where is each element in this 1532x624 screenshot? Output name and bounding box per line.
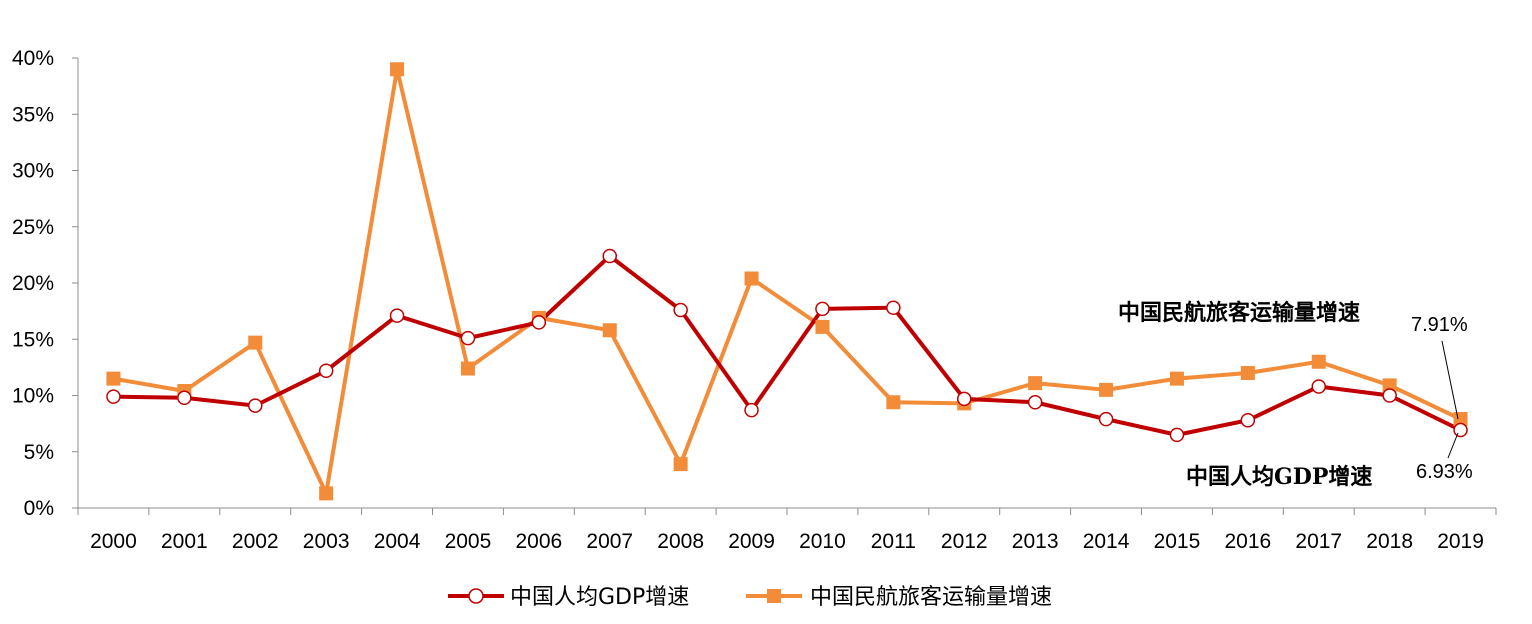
legend-air-passenger-marker	[767, 589, 781, 603]
x-tick-label: 2006	[515, 530, 562, 553]
y-tick-label: 10%	[12, 385, 54, 408]
annotation-2019-gdp-value: 6.93%	[1416, 461, 1473, 483]
air-passenger-point-2011	[886, 395, 901, 410]
gdp-series-line	[113, 254, 1462, 437]
air-passenger-point-2013	[1028, 376, 1043, 391]
x-tick-label: 2000	[90, 530, 137, 553]
y-tick-label: 30%	[12, 160, 54, 183]
gdp-point-2007	[602, 248, 617, 264]
y-tick-label: 35%	[12, 103, 54, 126]
annotation-gdp-label: 中国人均GDP增速	[1186, 464, 1372, 490]
gdp-point-2009	[744, 402, 759, 418]
x-tick-label: 2014	[1083, 530, 1130, 553]
x-tick-label: 2019	[1437, 530, 1484, 553]
x-tick-label: 2003	[303, 530, 350, 553]
air-passenger-point-2007	[602, 323, 617, 338]
gdp-point-2008	[673, 302, 688, 318]
gdp-point-2003	[318, 363, 334, 378]
x-tick-label: 2017	[1295, 530, 1342, 553]
air-passenger-point-2002	[248, 335, 263, 350]
air-passenger-point-2010	[815, 319, 830, 334]
x-tick-label: 2008	[657, 530, 704, 553]
y-axis-ticks: 0% 5% 10% 15% 20% 25% 30% 35% 40%	[12, 47, 78, 520]
x-tick-label: 2007	[586, 530, 633, 553]
y-tick-label: 0%	[24, 497, 54, 520]
legend-item-gdp: 中国人均GDP增速	[448, 585, 689, 610]
gdp-point-2004	[389, 308, 405, 323]
x-tick-label: 2005	[445, 530, 492, 553]
y-tick-label: 25%	[12, 216, 54, 239]
x-tick-label: 2016	[1224, 530, 1271, 553]
y-tick-label: 15%	[12, 328, 54, 351]
gdp-point-2000	[106, 389, 121, 404]
x-tick-label: 2015	[1154, 530, 1201, 553]
x-tick-label: 2013	[1012, 530, 1059, 553]
gdp-point-2010	[815, 301, 830, 317]
air-passenger-point-2009	[744, 271, 759, 286]
x-tick-label: 2009	[728, 530, 775, 553]
gdp-point-2015	[1169, 427, 1185, 443]
series-lines	[113, 67, 1462, 496]
y-tick-label: 40%	[12, 47, 54, 70]
x-tick-label: 2001	[161, 530, 208, 553]
x-tick-label: 2002	[232, 530, 279, 553]
y-tick-label: 20%	[12, 272, 54, 295]
y-tick-label: 5%	[24, 441, 54, 464]
axes	[77, 58, 1496, 509]
gdp-point-2012	[957, 391, 972, 407]
annotation-2019-air-passenger-value: 7.91%	[1411, 314, 1468, 336]
gdp-point-2013	[1027, 395, 1043, 410]
gdp-point-2016	[1240, 413, 1256, 428]
gdp-point-2019	[1453, 422, 1468, 438]
air-passenger-point-2008	[673, 457, 688, 472]
x-axis-ticks: 2000 2001 2002 2003 2004 2005 2006 2007 2008 2009…	[77, 508, 1497, 553]
annotation-air-passenger-label: 中国民航旅客运输量增速	[1118, 300, 1360, 326]
gdp-point-2006	[531, 315, 547, 330]
gdp-point-2005	[460, 330, 476, 346]
gdp-point-2002	[248, 398, 263, 413]
air-passenger-point-2014	[1099, 382, 1114, 397]
gdp-point-2001	[177, 390, 192, 405]
annotation-leader-line-top	[1441, 340, 1459, 420]
legend: 中国人均GDP增速 中国民航旅客运输量增速	[448, 585, 1052, 610]
legend-item-air-passenger: 中国民航旅客运输量增速	[746, 585, 1052, 610]
x-tick-label: 2004	[374, 530, 421, 553]
gdp-point-2017	[1311, 379, 1326, 394]
air-passenger-point-2015	[1169, 371, 1184, 386]
air-passenger-point-2003	[319, 486, 334, 501]
legend-gdp-label: 中国人均GDP增速	[510, 585, 689, 610]
x-tick-label: 2011	[871, 530, 916, 553]
legend-air-passenger-label: 中国民航旅客运输量增速	[810, 585, 1052, 610]
air-passenger-point-2004	[390, 62, 405, 77]
x-tick-label: 2012	[941, 530, 988, 553]
gdp-point-2018	[1382, 388, 1397, 403]
annotation-leader-line-bottom	[1447, 432, 1459, 459]
legend-gdp-marker	[468, 588, 484, 604]
air-passenger-point-2000	[106, 371, 121, 386]
air-passenger-point-2005	[460, 361, 475, 376]
gdp-point-2011	[886, 300, 901, 315]
gdp-point-2014	[1098, 411, 1114, 427]
air-passenger-point-2018	[1382, 378, 1397, 393]
air-passenger-point-2017	[1311, 354, 1326, 369]
x-tick-label: 2010	[799, 530, 846, 553]
series-markers	[106, 62, 1468, 501]
x-tick-label: 2018	[1366, 530, 1413, 553]
air-passenger-series-line	[113, 67, 1462, 496]
air-passenger-point-2016	[1240, 366, 1255, 380]
